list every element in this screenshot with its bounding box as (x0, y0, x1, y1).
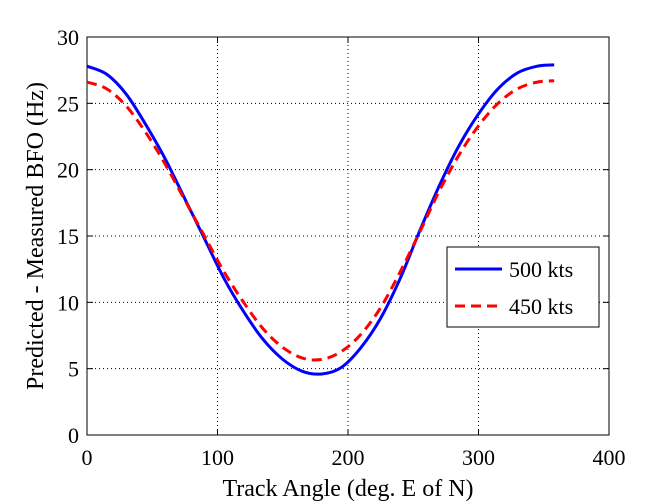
x-tick-label: 300 (462, 445, 495, 470)
y-tick-label: 15 (57, 224, 79, 249)
legend-box (446, 246, 600, 328)
x-tick-label: 200 (332, 445, 365, 470)
legend: 500 kts 450 kts (446, 246, 600, 328)
series-line-450-kts (86, 79, 555, 362)
x-axis-title: Track Angle (deg. E of N) (222, 476, 473, 502)
x-tick-label: 0 (82, 445, 93, 470)
grid-lines (87, 37, 609, 435)
y-tick-label: 20 (57, 158, 79, 183)
legend-label-450-kts: 450 kts (509, 294, 573, 319)
series-line-500-kts (86, 63, 555, 376)
legend-label-500-kts: 500 kts (509, 257, 573, 282)
y-tick-label: 10 (57, 290, 79, 315)
y-tick-label: 0 (68, 423, 79, 448)
x-tick-label: 100 (201, 445, 234, 470)
y-axis-title: Predicted - Measured BFO (Hz) (23, 82, 49, 390)
x-tick-label: 400 (593, 445, 626, 470)
y-tick-label: 30 (57, 25, 79, 50)
y-tick-label: 5 (68, 357, 79, 382)
y-tick-label: 25 (57, 91, 79, 116)
data-series (86, 63, 555, 376)
axis-ticks: 0 100 200 300 400 0 5 10 15 20 25 30 (57, 25, 626, 470)
